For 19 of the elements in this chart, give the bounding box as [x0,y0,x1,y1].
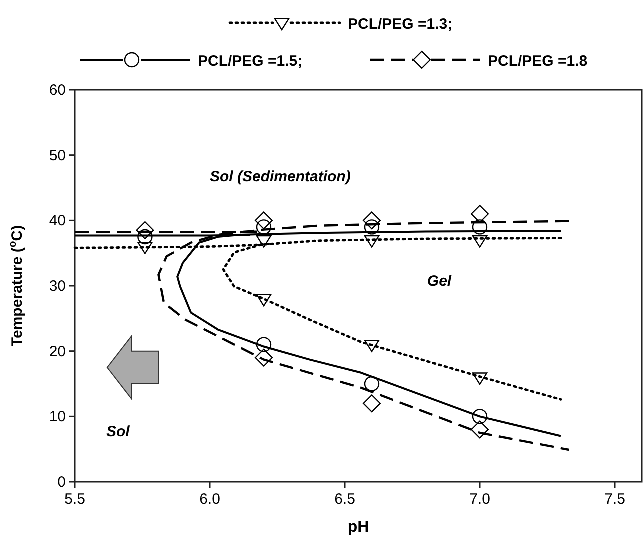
y-tick-label: 20 [49,343,66,360]
y-tick-label: 30 [49,278,66,295]
y-tick-label: 0 [58,474,66,491]
y-tick-label: 40 [49,212,66,230]
x-tick-label: 7.5 [604,491,626,508]
x-tick-label: 6.5 [334,491,356,508]
annotation: Gel [427,273,452,290]
y-tick-label: 60 [49,82,66,99]
x-tick-label: 6.0 [200,491,220,508]
x-tick-label: 7.0 [470,491,490,508]
annotation: Sol (Sedimentation) [210,168,351,186]
y-tick-label: 50 [49,147,66,164]
legend-label: PCL/PEG =1.8 [488,53,588,70]
x-axis-title: pH [348,519,370,536]
legend-label: PCL/PEG =1.5; [198,53,303,70]
annotation: Sol [106,423,131,440]
legend-label: PCL/PEG =1.3; [348,16,453,33]
y-tick-label: 10 [49,408,66,426]
x-tick-label: 5.5 [64,491,86,508]
